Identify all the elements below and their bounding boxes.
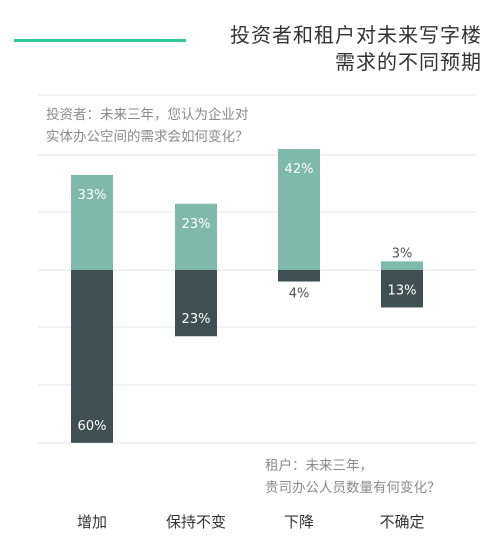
tenant-question-line-1: 租户：未来三年，: [265, 458, 373, 474]
chart-title: 投资者和租户对未来写字楼 需求的不同预期: [230, 22, 482, 76]
bar-investor: [175, 203, 217, 270]
bar-tenant: [278, 270, 320, 282]
data-label-tenant: 13%: [388, 283, 417, 298]
category-label: 增加: [77, 513, 107, 531]
data-label-tenant: 23%: [182, 312, 211, 327]
data-label-investor: 33%: [78, 188, 107, 203]
bar-investor: [278, 149, 320, 270]
category-label: 保持不变: [166, 513, 226, 531]
category-label: 不确定: [379, 513, 424, 531]
title-line-2: 需求的不同预期: [335, 50, 482, 74]
accent-line: [14, 39, 186, 42]
category-label: 下降: [284, 513, 314, 531]
investor-question: 投资者：未来三年，您认为企业对 实体办公空间的需求会如何变化？: [46, 104, 249, 148]
tenant-question-line-2: 贵司办公人员数量有何变化？: [265, 480, 441, 496]
data-label-investor: 3%: [392, 246, 413, 261]
tenant-question: 租户：未来三年， 贵司办公人员数量有何变化？: [265, 455, 441, 499]
bar-tenant: [381, 270, 423, 308]
data-label-investor: 23%: [182, 217, 211, 232]
bar-investor: [381, 261, 423, 270]
investor-question-line-2: 实体办公空间的需求会如何变化？: [46, 129, 249, 145]
bar-tenant: [71, 270, 113, 443]
bar-tenant: [175, 270, 217, 337]
data-label-tenant: 4%: [289, 287, 310, 302]
data-label-tenant: 60%: [78, 419, 107, 434]
data-label-investor: 42%: [285, 162, 314, 177]
title-line-1: 投资者和租户对未来写字楼: [230, 23, 482, 47]
investor-question-line-1: 投资者：未来三年，您认为企业对: [46, 107, 249, 123]
bar-investor: [71, 174, 113, 270]
